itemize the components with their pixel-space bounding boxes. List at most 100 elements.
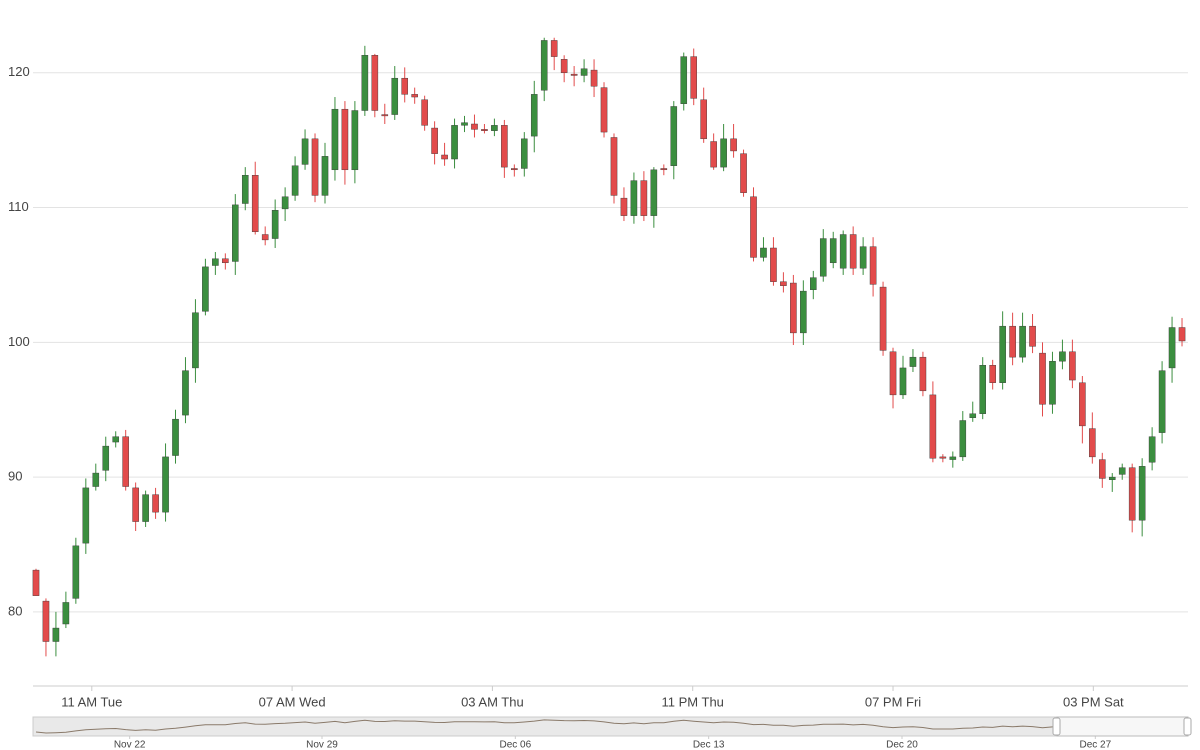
candle-body (421, 99, 428, 126)
candle-body (879, 286, 887, 351)
candle-body (1158, 370, 1166, 433)
candle-body (630, 180, 638, 216)
candle-body (790, 282, 797, 334)
x-tick-label: 03 PM Sat (1063, 694, 1124, 709)
candle-body (491, 125, 498, 131)
candle-body (381, 114, 389, 117)
candle-body (660, 168, 668, 171)
candle-body (102, 445, 110, 471)
candle-body (92, 472, 100, 487)
candle-body (899, 367, 907, 396)
candle-body (750, 196, 757, 258)
navigator-handle[interactable] (1183, 717, 1192, 736)
candle-body (461, 122, 468, 126)
navigator-handle[interactable] (1052, 717, 1061, 736)
candle-body (122, 436, 129, 487)
candle-body (341, 108, 349, 171)
candle-body (321, 156, 329, 196)
candle-body (650, 169, 658, 216)
candle-body (700, 99, 707, 140)
candle-body (521, 138, 528, 169)
candle-body (82, 487, 90, 544)
candle-body (640, 180, 648, 216)
candle-body (720, 138, 727, 168)
candle-body (979, 365, 987, 414)
candle-body (800, 290, 807, 334)
candle-body (1079, 382, 1086, 427)
candle-body (530, 94, 538, 137)
candle-body (162, 456, 169, 513)
x-tick-label: 07 AM Wed (259, 694, 326, 709)
candle-body (471, 123, 478, 130)
candle-body (560, 59, 568, 73)
candle-body (1029, 325, 1036, 347)
candle-body (610, 137, 618, 196)
candle-body (481, 129, 488, 131)
x-tick-label: 11 PM Thu (662, 694, 724, 709)
candle-body (222, 258, 229, 264)
candle-body (1118, 467, 1126, 475)
candle-body (152, 494, 159, 513)
candle-body (1148, 436, 1156, 463)
candle-body (192, 312, 199, 369)
candle-body (351, 110, 359, 171)
candle-body (1049, 360, 1056, 405)
candle-body (1009, 325, 1016, 358)
candle-body (780, 281, 787, 286)
candle-body (72, 545, 80, 599)
navigator-tick-label: Dec 20 (886, 740, 918, 750)
candle-body (829, 238, 837, 264)
candle-body (859, 246, 867, 269)
candle-body (1128, 467, 1136, 521)
candle-body (949, 456, 957, 460)
navigator-window[interactable] (1056, 716, 1189, 737)
y-tick-label: 80 (8, 603, 22, 618)
x-tick-label: 11 AM Tue (61, 694, 122, 709)
candle-body (511, 168, 518, 171)
x-tick-label: 03 AM Thu (461, 694, 524, 709)
candle-body (52, 627, 60, 642)
candle-body (1089, 428, 1096, 458)
candle-body (929, 394, 937, 459)
candle-body (760, 247, 767, 258)
candle-body (740, 153, 747, 193)
candle-body (620, 197, 628, 216)
candle-body (889, 351, 897, 396)
y-tick-label: 120 (8, 64, 30, 79)
candle-body (172, 418, 179, 456)
candle-body (261, 234, 269, 241)
candle-body (839, 234, 847, 269)
candle-body (112, 436, 120, 443)
x-tick-label: 07 PM Fri (865, 694, 921, 709)
candle-body (1178, 327, 1186, 342)
candle-body (441, 154, 448, 160)
y-tick-label: 100 (8, 334, 30, 349)
candle-body (281, 196, 289, 210)
navigator-tick-label: Dec 27 (1079, 740, 1111, 750)
candles (32, 37, 1186, 657)
candle-body (1168, 327, 1176, 369)
candle-body (32, 569, 40, 596)
candle-body (451, 125, 458, 160)
candle-body (959, 420, 967, 458)
candle-body (919, 356, 927, 392)
candle-body (391, 77, 399, 115)
navigator-tick-label: Nov 22 (114, 740, 146, 750)
navigator-tick-label: Dec 06 (499, 740, 531, 750)
candle-body (1059, 351, 1066, 362)
navigator-line (35, 719, 1183, 734)
navigator-tick-label: Nov 29 (306, 740, 338, 750)
candle-body (1019, 325, 1026, 358)
candle-body (251, 175, 259, 233)
candle-body (570, 73, 578, 76)
candle-body (1108, 476, 1116, 480)
candle-body (730, 138, 737, 152)
candle-body (670, 106, 678, 166)
grid (33, 72, 1188, 613)
candle-body (311, 138, 319, 196)
y-tick-label: 110 (8, 199, 29, 214)
candle-body (411, 94, 418, 98)
candle-body (1069, 351, 1076, 381)
candle-body (969, 413, 977, 418)
candle-body (241, 175, 249, 204)
